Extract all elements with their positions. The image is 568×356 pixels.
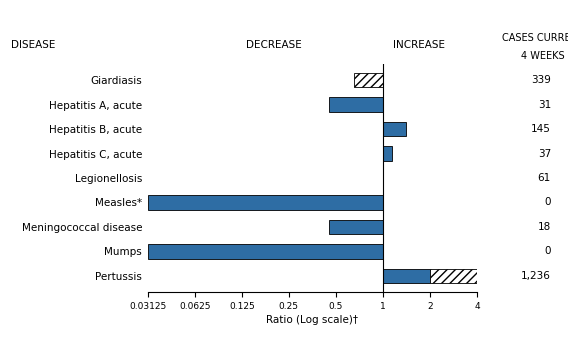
Bar <box>430 269 477 283</box>
Text: INCREASE: INCREASE <box>393 40 445 50</box>
Bar <box>329 220 383 234</box>
Bar <box>329 97 383 112</box>
Text: 1,236: 1,236 <box>521 271 551 281</box>
Bar <box>383 269 430 283</box>
Bar <box>148 195 383 210</box>
Text: 18: 18 <box>538 222 551 232</box>
Bar <box>148 244 383 259</box>
Text: 61: 61 <box>538 173 551 183</box>
Bar <box>354 73 383 87</box>
Text: 0: 0 <box>545 198 551 208</box>
Bar <box>383 122 406 136</box>
X-axis label: Ratio (Log scale)†: Ratio (Log scale)† <box>266 315 358 325</box>
Text: 0: 0 <box>545 246 551 256</box>
Text: 37: 37 <box>538 148 551 158</box>
Text: CASES CURRENT: CASES CURRENT <box>502 33 568 43</box>
Bar <box>383 146 392 161</box>
Text: 145: 145 <box>531 124 551 134</box>
Text: 4 WEEKS: 4 WEEKS <box>521 51 564 61</box>
Text: DECREASE: DECREASE <box>246 40 302 50</box>
Text: 339: 339 <box>531 75 551 85</box>
Text: DISEASE: DISEASE <box>11 40 56 50</box>
Text: 31: 31 <box>538 100 551 110</box>
